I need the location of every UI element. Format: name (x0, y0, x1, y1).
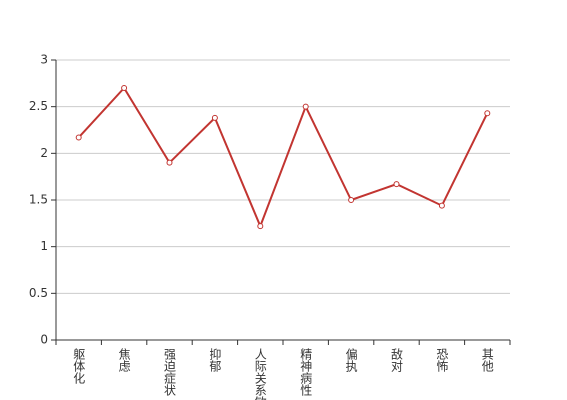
line (77, 86, 489, 229)
x-tick-label: 敌对 (390, 347, 404, 372)
point (438, 202, 445, 209)
point (211, 114, 218, 121)
point (75, 134, 82, 141)
x-tick-label: 躯体化 (72, 347, 86, 385)
point (121, 85, 128, 91)
y-tick-label: 2.5 (29, 99, 48, 113)
point (393, 181, 400, 188)
point (302, 103, 309, 110)
point (257, 223, 264, 230)
x-tick-label: 偏执 (344, 347, 358, 373)
x-tick-label: 抑郁 (208, 347, 222, 373)
point (348, 197, 355, 203)
y-tick-label: 1 (40, 239, 48, 253)
x-tick-label: 恐怖 (435, 348, 449, 372)
y-tick-label: 3 (40, 53, 48, 67)
x-tick-label: 其他 (480, 348, 494, 372)
x-tick-label: 人际关系敏感 (253, 348, 267, 400)
x-tick-label: 焦虑 (117, 348, 131, 372)
y-tick-label: 1.5 (29, 193, 48, 207)
x-tick-label: 精神病性 (299, 348, 313, 397)
x-tick-label: 强迫症状 (163, 348, 177, 396)
point (166, 159, 173, 166)
y-tick-label: 2 (40, 146, 48, 160)
y-tick-label: 0 (40, 333, 48, 347)
point (484, 110, 491, 117)
y-tick-label: 0.5 (29, 286, 48, 300)
